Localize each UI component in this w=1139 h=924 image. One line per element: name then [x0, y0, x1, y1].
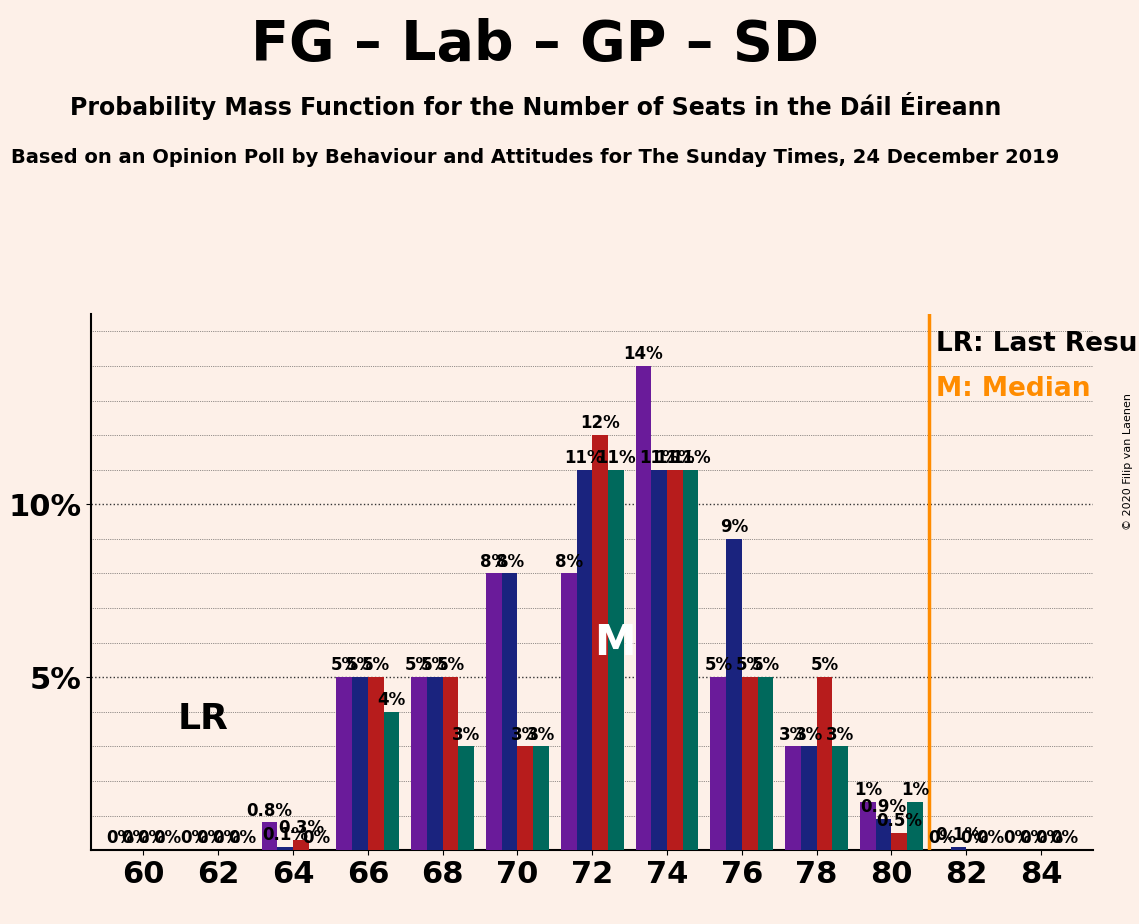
Text: 5%: 5%	[704, 656, 732, 675]
Bar	[817, 677, 833, 850]
Bar	[458, 747, 474, 850]
Bar	[652, 469, 667, 850]
Text: 1%: 1%	[854, 781, 882, 799]
Text: 5%: 5%	[736, 656, 764, 675]
Bar	[502, 574, 517, 850]
Bar	[592, 435, 608, 850]
Bar	[636, 366, 652, 850]
Text: 0.1%: 0.1%	[262, 826, 309, 844]
Text: 0%: 0%	[303, 830, 330, 847]
Text: 0%: 0%	[1019, 830, 1047, 847]
Bar	[517, 747, 533, 850]
Bar	[411, 677, 427, 850]
Text: 5%: 5%	[811, 656, 838, 675]
Text: 5%: 5%	[436, 656, 465, 675]
Bar	[876, 819, 892, 850]
Bar	[727, 539, 741, 850]
Text: 0%: 0%	[1003, 830, 1032, 847]
Bar	[560, 574, 576, 850]
Text: 8%: 8%	[495, 553, 524, 571]
Text: Based on an Opinion Poll by Behaviour and Attitudes for The Sunday Times, 24 Dec: Based on an Opinion Poll by Behaviour an…	[11, 148, 1059, 167]
Bar	[711, 677, 727, 850]
Bar	[860, 802, 876, 850]
Text: 0%: 0%	[228, 830, 256, 847]
Text: 11%: 11%	[671, 449, 711, 467]
Text: 3%: 3%	[795, 725, 823, 744]
Text: 0%: 0%	[196, 830, 224, 847]
Bar	[352, 677, 368, 850]
Text: 12%: 12%	[580, 414, 620, 432]
Text: 5%: 5%	[346, 656, 374, 675]
Text: 5%: 5%	[362, 656, 390, 675]
Bar	[682, 469, 698, 850]
Text: 0.1%: 0.1%	[935, 826, 982, 844]
Text: 3%: 3%	[527, 725, 555, 744]
Text: 11%: 11%	[565, 449, 604, 467]
Bar	[427, 677, 443, 850]
Bar	[443, 677, 458, 850]
Text: 0.9%: 0.9%	[861, 798, 907, 816]
Text: 0%: 0%	[1050, 830, 1079, 847]
Text: 0.5%: 0.5%	[876, 812, 923, 830]
Text: 11%: 11%	[655, 449, 695, 467]
Bar	[907, 802, 923, 850]
Text: 0%: 0%	[153, 830, 181, 847]
Text: 5%: 5%	[752, 656, 779, 675]
Text: 11%: 11%	[596, 449, 636, 467]
Text: 5%: 5%	[420, 656, 449, 675]
Text: © 2020 Filip van Laenen: © 2020 Filip van Laenen	[1123, 394, 1133, 530]
Text: 5%: 5%	[405, 656, 433, 675]
Bar	[293, 840, 309, 850]
Bar	[667, 469, 682, 850]
Text: 3%: 3%	[779, 725, 808, 744]
Text: 14%: 14%	[624, 346, 663, 363]
Bar	[368, 677, 384, 850]
Text: FG – Lab – GP – SD: FG – Lab – GP – SD	[252, 18, 819, 72]
Text: M: M	[593, 622, 636, 663]
Bar	[384, 711, 400, 850]
Text: 0.3%: 0.3%	[278, 819, 323, 837]
Bar	[833, 747, 849, 850]
Text: 0%: 0%	[138, 830, 165, 847]
Bar	[785, 747, 801, 850]
Bar	[741, 677, 757, 850]
Text: 0%: 0%	[212, 830, 240, 847]
Text: LR: Last Result: LR: Last Result	[936, 332, 1139, 358]
Bar	[576, 469, 592, 850]
Text: 0%: 0%	[122, 830, 149, 847]
Bar	[486, 574, 502, 850]
Bar	[757, 677, 773, 850]
Bar	[892, 833, 907, 850]
Text: 3%: 3%	[826, 725, 854, 744]
Bar	[608, 469, 624, 850]
Text: 0%: 0%	[976, 830, 1003, 847]
Text: 4%: 4%	[377, 691, 405, 709]
Bar	[801, 747, 817, 850]
Text: 8%: 8%	[555, 553, 583, 571]
Text: 1%: 1%	[901, 781, 929, 799]
Text: 8%: 8%	[480, 553, 508, 571]
Text: 0%: 0%	[960, 830, 989, 847]
Text: 0%: 0%	[106, 830, 134, 847]
Bar	[951, 846, 966, 850]
Text: 0.8%: 0.8%	[246, 802, 293, 820]
Text: 3%: 3%	[452, 725, 481, 744]
Bar	[336, 677, 352, 850]
Text: LR: LR	[178, 701, 229, 736]
Text: 9%: 9%	[720, 518, 748, 536]
Text: 0%: 0%	[181, 830, 208, 847]
Text: M: Median: M: Median	[936, 376, 1091, 402]
Text: Probability Mass Function for the Number of Seats in the Dáil Éireann: Probability Mass Function for the Number…	[69, 92, 1001, 120]
Bar	[278, 846, 293, 850]
Text: 11%: 11%	[639, 449, 679, 467]
Bar	[262, 822, 278, 850]
Text: 0%: 0%	[928, 830, 957, 847]
Text: 3%: 3%	[511, 725, 540, 744]
Text: 0%: 0%	[1035, 830, 1063, 847]
Bar	[533, 747, 549, 850]
Text: 5%: 5%	[330, 656, 359, 675]
